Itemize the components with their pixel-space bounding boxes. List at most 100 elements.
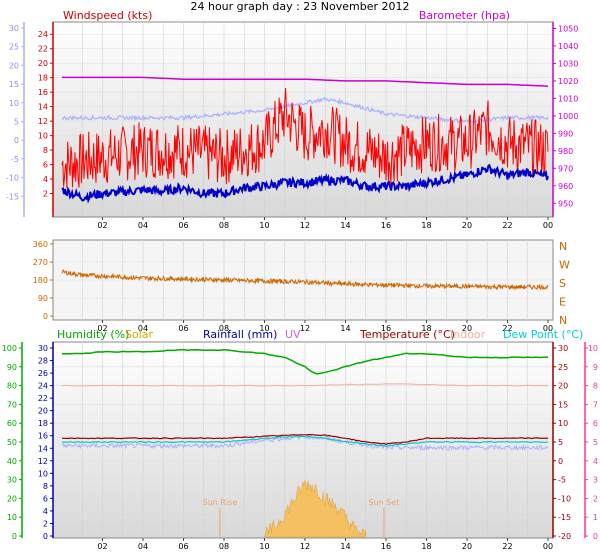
barometer-label: Barometer (hpa) bbox=[419, 9, 510, 22]
humidity-tick-label: 100 bbox=[2, 344, 17, 353]
temperature-tick-label: -15 bbox=[6, 192, 19, 201]
temperature-tick-label: -15 bbox=[558, 513, 571, 522]
chart-title: 24 hour graph day : 23 November 2012 bbox=[190, 0, 409, 13]
barometer-tick-label: 1010 bbox=[558, 94, 578, 103]
temperature-tick-label: -10 bbox=[558, 494, 571, 503]
rainfall-tick-label: 18 bbox=[38, 419, 48, 428]
compass-label: W bbox=[559, 259, 570, 272]
humidity-tick-label: 10 bbox=[7, 513, 17, 522]
temperature-tick-label: -20 bbox=[558, 532, 571, 541]
time-tick-label: 18 bbox=[421, 542, 431, 551]
time-tick-label: 16 bbox=[381, 221, 391, 230]
temperature-tick-label: 20 bbox=[558, 382, 568, 391]
rainfall-tick-label: 8 bbox=[43, 482, 48, 491]
temperature-tick-label: 10 bbox=[9, 99, 19, 108]
time-tick-label: 10 bbox=[259, 221, 269, 230]
time-tick-label: 06 bbox=[178, 324, 188, 333]
direction-tick-label: 0 bbox=[43, 312, 48, 321]
humidity-tick-label: 40 bbox=[7, 457, 17, 466]
windspeed-tick-label: 2 bbox=[43, 190, 48, 199]
indoor-line bbox=[61, 383, 549, 387]
humidity-tick-label: 30 bbox=[7, 476, 17, 485]
time-tick-label: 12 bbox=[300, 542, 310, 551]
windspeed-tick-label: 18 bbox=[38, 74, 48, 83]
time-tick-label: 04 bbox=[138, 542, 148, 551]
dewpoint-line bbox=[61, 435, 549, 447]
time-tick-label: 08 bbox=[219, 221, 229, 230]
sunset-label: Sun Set bbox=[369, 498, 400, 507]
time-tick-label: 04 bbox=[138, 324, 148, 333]
temperature-tick-label: 30 bbox=[558, 344, 568, 353]
rainfall-tick-label: 24 bbox=[38, 382, 48, 391]
time-tick-label: 06 bbox=[178, 221, 188, 230]
humidity-label: Humidity (%) bbox=[57, 328, 129, 341]
windspeed-tick-label: 16 bbox=[38, 88, 48, 97]
time-tick-label: 14 bbox=[340, 324, 350, 333]
temperature-tick-label: 25 bbox=[558, 363, 568, 372]
rainfall-tick-label: 20 bbox=[38, 407, 48, 416]
rainfall-label: Rainfall (mm) bbox=[203, 328, 277, 341]
time-tick-label: 00 bbox=[543, 221, 553, 230]
uv-tick-label: 2 bbox=[593, 494, 598, 503]
uv-tick-label: 6 bbox=[593, 419, 598, 428]
rainfall-tick-label: 16 bbox=[38, 432, 48, 441]
rainfall-tick-label: 22 bbox=[38, 394, 48, 403]
barometer-tick-label: 1050 bbox=[558, 24, 578, 33]
solar-area bbox=[264, 479, 367, 538]
windspeed-tick-label: 4 bbox=[43, 175, 48, 184]
windspeed-tick-label: 6 bbox=[43, 161, 48, 170]
rainfall-tick-label: 30 bbox=[38, 344, 48, 353]
rainfall-tick-label: 14 bbox=[38, 444, 48, 453]
time-tick-label: 10 bbox=[259, 324, 269, 333]
windspeed-label: Windspeed (kts) bbox=[63, 9, 152, 22]
windspeed-tick-label: 8 bbox=[43, 146, 48, 155]
time-tick-label: 00 bbox=[543, 324, 553, 333]
barometer-line bbox=[62, 76, 549, 87]
time-tick-label: 16 bbox=[381, 324, 391, 333]
time-tick-label: 22 bbox=[502, 324, 512, 333]
indoor-label: Indoor bbox=[450, 328, 486, 341]
barometer-tick-label: 1030 bbox=[558, 59, 578, 68]
time-tick-label: 20 bbox=[462, 221, 472, 230]
temperature-tick-label: 30 bbox=[9, 24, 19, 33]
temperature-tick-label: 25 bbox=[9, 43, 19, 52]
humidity-tick-label: 80 bbox=[7, 382, 17, 391]
uv-tick-label: 7 bbox=[593, 400, 598, 409]
time-tick-label: 14 bbox=[340, 542, 350, 551]
humidity-tick-label: 50 bbox=[7, 438, 17, 447]
time-tick-label: 20 bbox=[462, 324, 472, 333]
temperature-label: Temperature (°C) bbox=[359, 328, 455, 341]
barometer-tick-label: 1000 bbox=[558, 112, 578, 121]
barometer-tick-label: 990 bbox=[558, 129, 573, 138]
barometer-tick-label: 950 bbox=[558, 199, 573, 208]
compass-label: N bbox=[559, 314, 567, 327]
time-tick-label: 04 bbox=[138, 221, 148, 230]
direction-tick-label: 270 bbox=[33, 258, 48, 267]
barometer-tick-label: 980 bbox=[558, 147, 573, 156]
rainfall-tick-label: 10 bbox=[38, 469, 48, 478]
temperature-tick-label: 5 bbox=[558, 438, 563, 447]
windspeed-tick-label: 10 bbox=[38, 132, 48, 141]
rainfall-tick-label: 26 bbox=[38, 369, 48, 378]
humidity-line bbox=[62, 348, 549, 375]
humidity-tick-label: 60 bbox=[7, 419, 17, 428]
barometer-tick-label: 1040 bbox=[558, 42, 578, 51]
compass-label: N bbox=[559, 240, 567, 253]
time-tick-label: 02 bbox=[97, 542, 107, 551]
uv-tick-label: 4 bbox=[593, 457, 598, 466]
direction-tick-label: 180 bbox=[33, 276, 48, 285]
time-tick-label: 06 bbox=[178, 542, 188, 551]
humidity-tick-label: 0 bbox=[12, 532, 17, 541]
time-tick-label: 16 bbox=[381, 542, 391, 551]
windspeed-tick-label: 14 bbox=[38, 103, 48, 112]
temperature-tick-label: 15 bbox=[9, 80, 19, 89]
uv-tick-label: 3 bbox=[593, 476, 598, 485]
wind-pressure-panel: Windspeed (kts) Barometer (hpa) 24681012… bbox=[6, 9, 578, 230]
time-tick-label: 12 bbox=[300, 324, 310, 333]
uv-label: UV bbox=[285, 328, 301, 341]
time-tick-label: 20 bbox=[462, 542, 472, 551]
temperature-tick-label: -10 bbox=[6, 174, 19, 183]
wind-gust-line bbox=[61, 87, 549, 189]
solar-label: Solar bbox=[125, 328, 154, 341]
